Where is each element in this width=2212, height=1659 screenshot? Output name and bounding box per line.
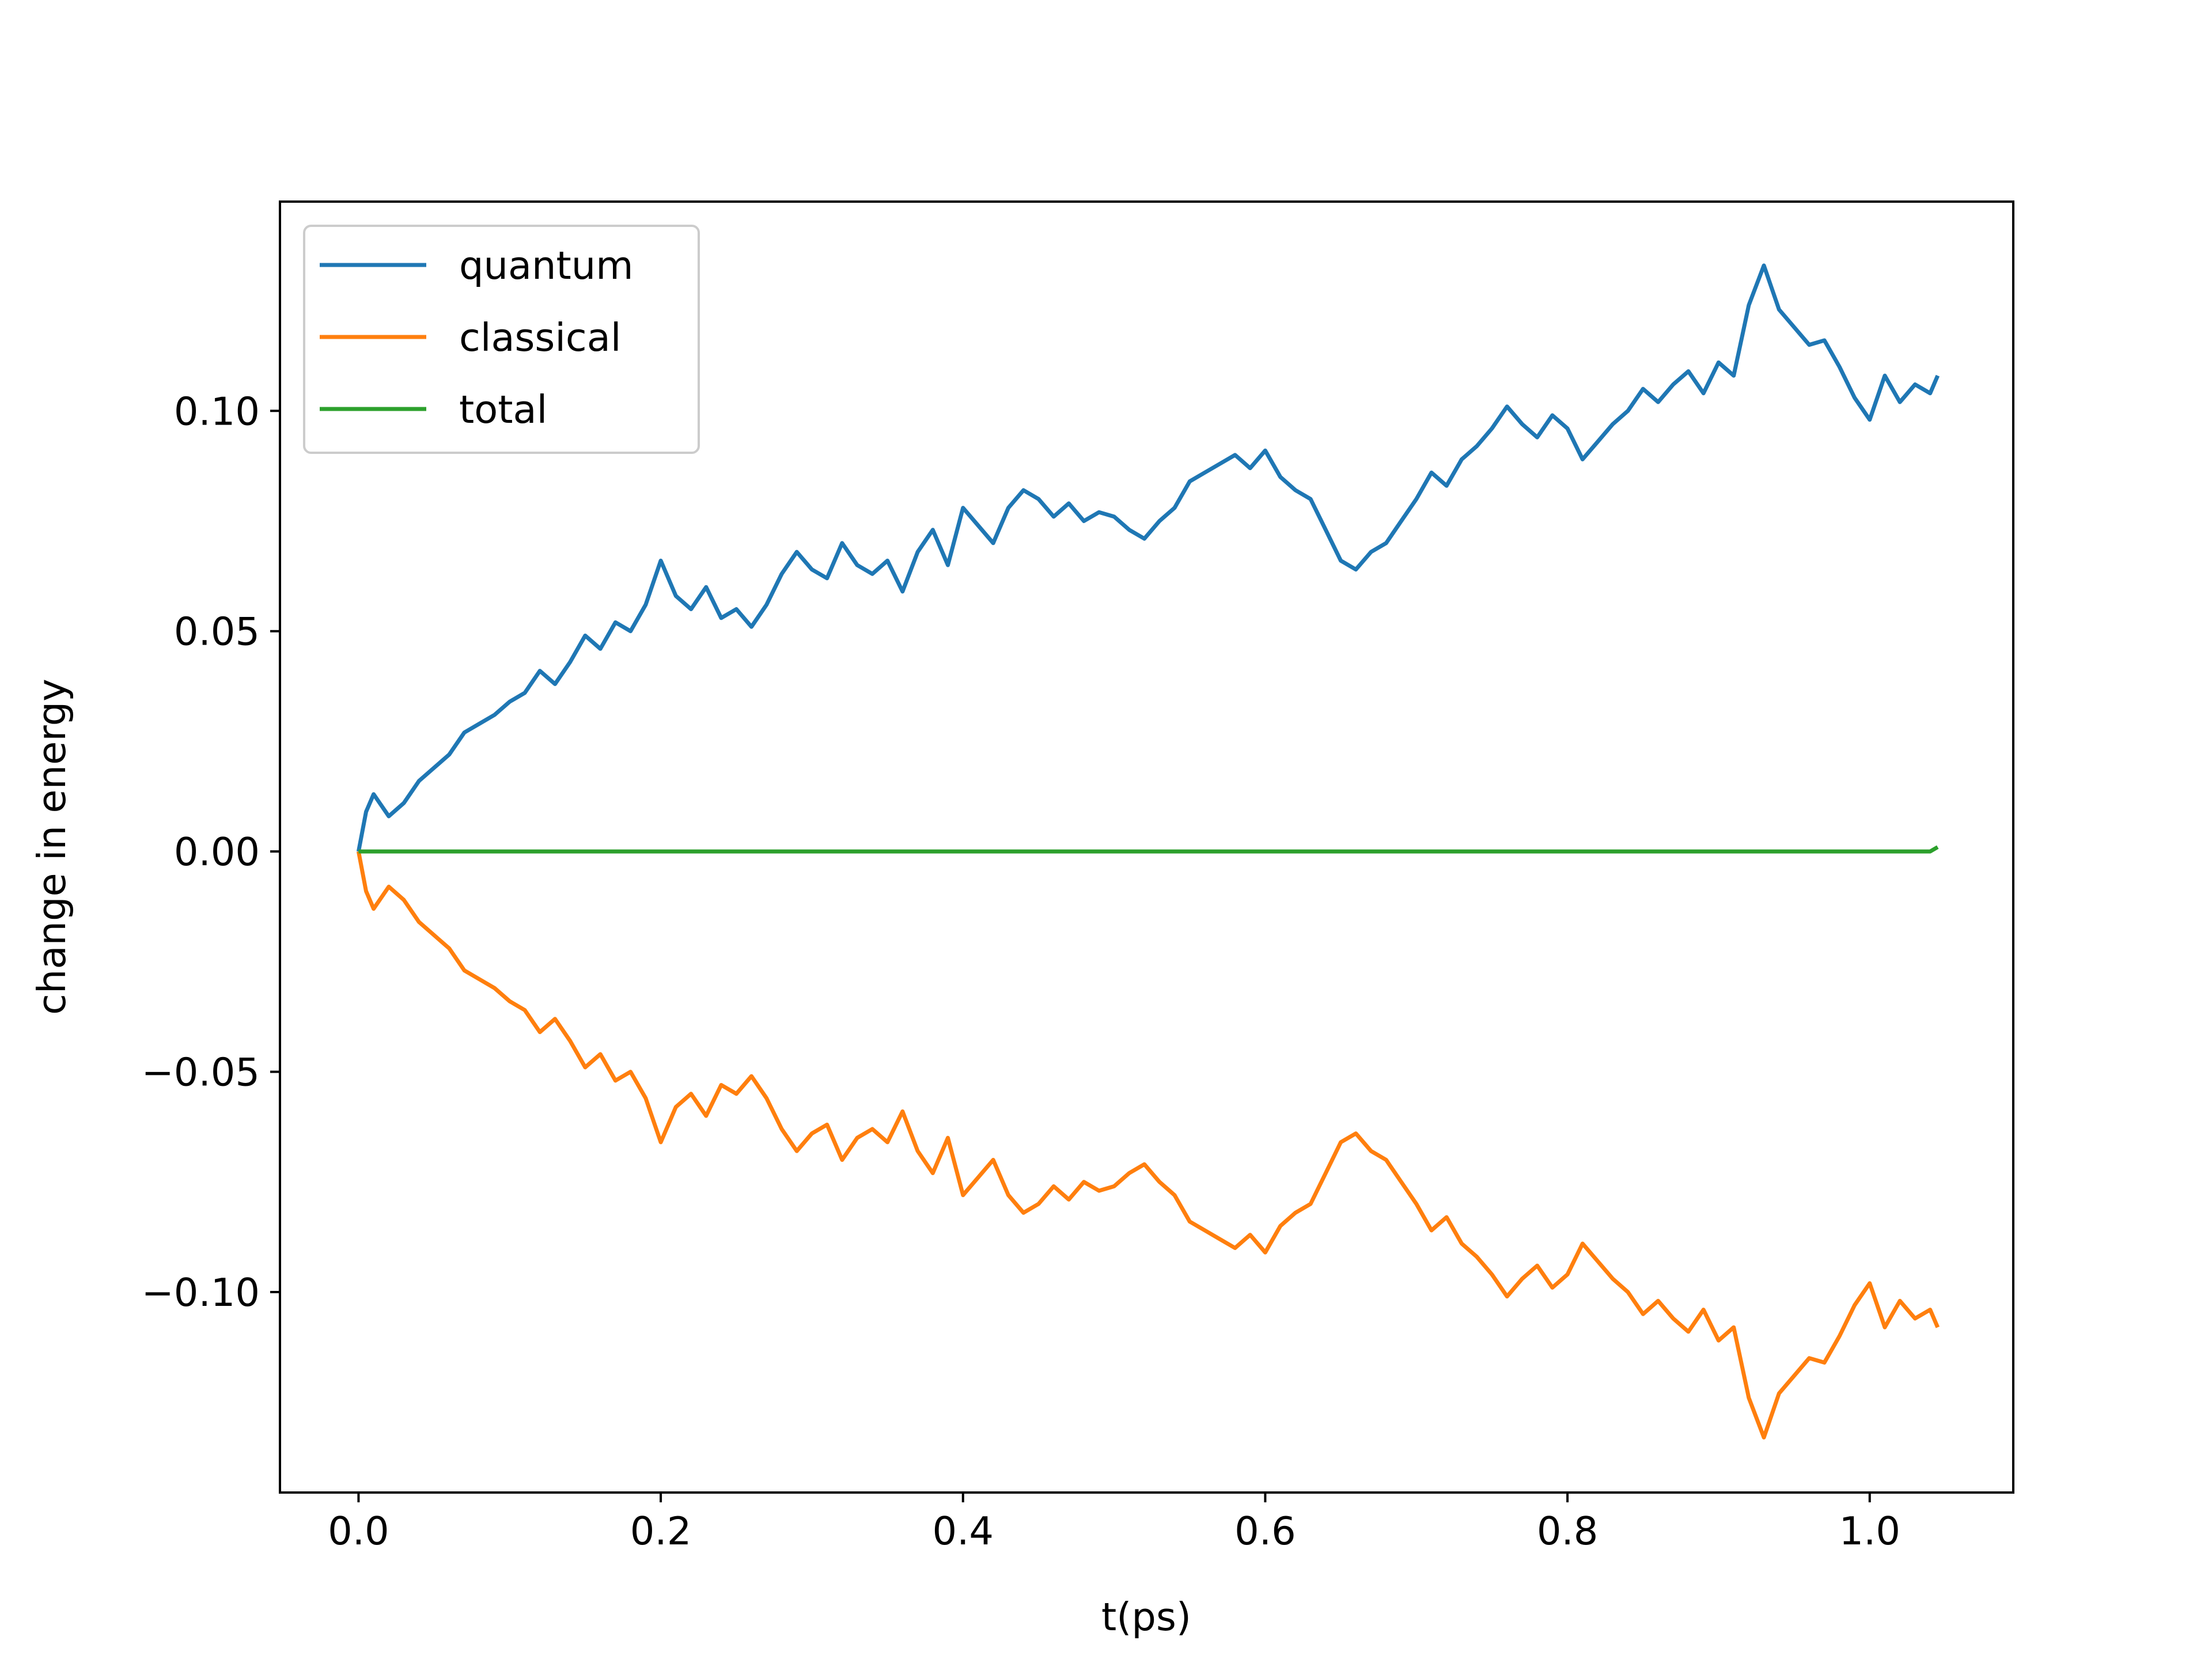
y-tick-label: −0.05 <box>142 1050 260 1095</box>
x-tick-label: 0.4 <box>932 1509 994 1554</box>
y-tick-label: −0.10 <box>142 1270 260 1315</box>
legend-label-classical: classical <box>459 315 621 360</box>
x-axis-label: t(ps) <box>1101 1594 1191 1639</box>
x-axis: 0.0 0.2 0.4 0.6 0.8 1.0 <box>328 1493 1900 1554</box>
x-tick-label: 1.0 <box>1839 1509 1900 1554</box>
x-tick-label: 0.8 <box>1537 1509 1599 1554</box>
series-layer <box>356 263 1940 1440</box>
y-axis-label: change in energy <box>29 679 74 1015</box>
series-line-quantum <box>356 263 1940 852</box>
y-tick-label: 0.05 <box>174 609 260 654</box>
legend-label-quantum: quantum <box>459 243 634 288</box>
x-tick-label: 0.2 <box>630 1509 692 1554</box>
legend-label-total: total <box>459 387 547 432</box>
y-tick-label: 0.10 <box>174 389 260 434</box>
series-line-total <box>358 845 1939 854</box>
y-axis: −0.10 −0.05 0.00 0.05 0.10 <box>142 389 280 1315</box>
legend-box <box>303 225 700 454</box>
legend: quantum classical total <box>303 225 700 454</box>
x-tick-label: 0.6 <box>1234 1509 1296 1554</box>
x-tick-label: 0.0 <box>328 1509 389 1554</box>
series-line-classical <box>356 851 1940 1440</box>
y-tick-label: 0.00 <box>174 830 260 874</box>
plot-frame <box>279 200 2014 1494</box>
